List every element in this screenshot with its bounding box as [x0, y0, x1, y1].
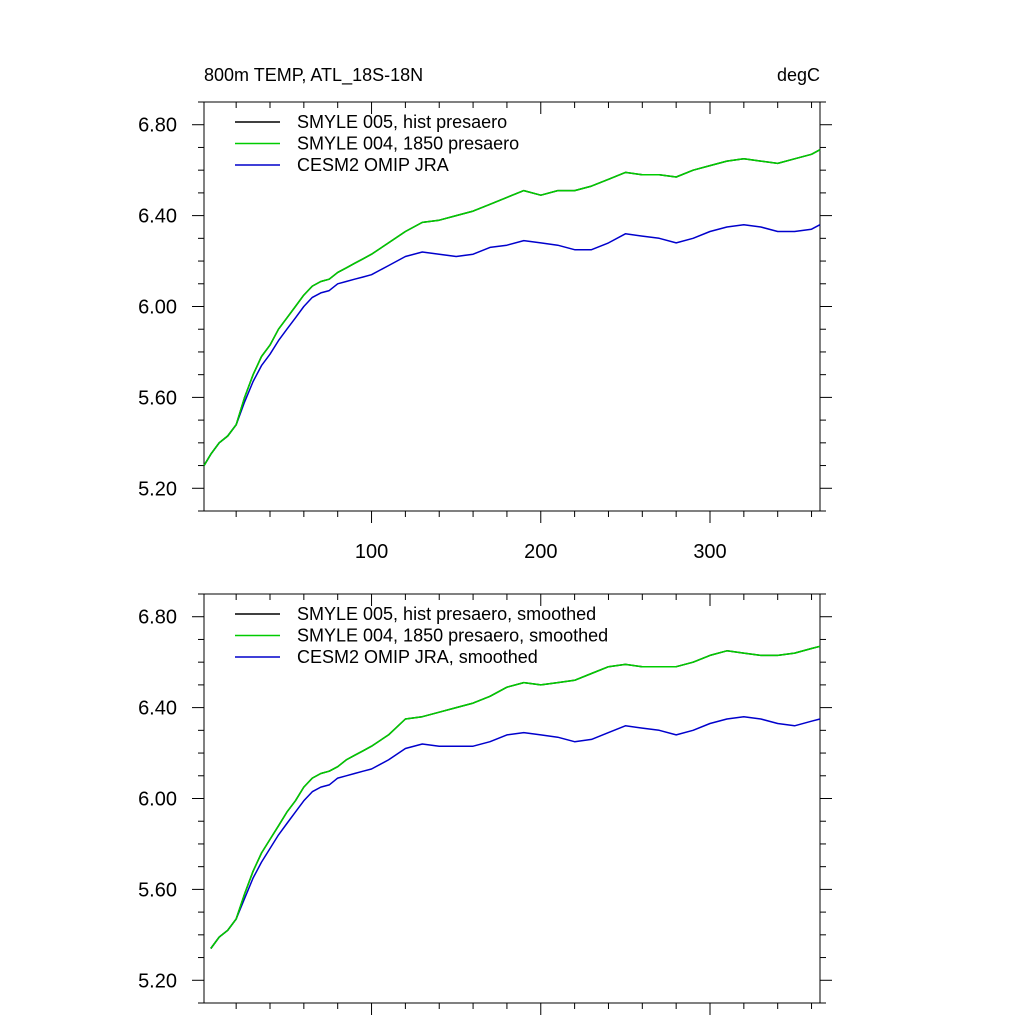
bottom-y-tick-label: 6.00: [138, 789, 177, 811]
top-panel-title-right: degC: [777, 65, 820, 85]
top-y-tick-label: 6.00: [138, 297, 177, 319]
bottom-legend-label-1: SMYLE 005, hist presaero, smoothed: [297, 604, 596, 624]
top-legend-label-3: CESM2 OMIP JRA: [297, 155, 449, 175]
bottom-legend-label-2: SMYLE 004, 1850 presaero, smoothed: [297, 626, 608, 646]
top-y-tick-label: 5.60: [138, 387, 177, 409]
bottom-y-tick-label: 6.40: [138, 698, 177, 720]
bottom-legend-label-3: CESM2 OMIP JRA, smoothed: [297, 647, 538, 667]
top-series-line-1: [203, 149, 821, 466]
top-panel-title-left: 800m TEMP, ATL_18S-18N: [204, 65, 423, 86]
top-legend-label-2: SMYLE 004, 1850 presaero: [297, 134, 519, 154]
top-panel: 800m TEMP, ATL_18S-18N degC 5.20 5.60 6.00…: [138, 65, 832, 563]
top-y-tick-label: 6.40: [138, 206, 177, 228]
bottom-y-tick-label: 6.80: [138, 607, 177, 629]
top-x-tick-label: 300: [693, 541, 726, 563]
top-legend-label-1: SMYLE 005, hist presaero: [297, 112, 507, 132]
bottom-panel: 5.20 5.60 6.00 6.40 6.80 SMYLE 005, hist pres…: [138, 593, 832, 1015]
top-x-tick-label: 200: [524, 541, 557, 563]
top-y-tick-label: 5.20: [138, 478, 177, 500]
bottom-series-line-2: [210, 645, 821, 949]
bottom-y-tick-label: 5.60: [138, 879, 177, 901]
bottom-series-line-1: [210, 645, 821, 949]
bottom-series-line-3: [210, 715, 821, 949]
top-series-line-2: [203, 149, 821, 466]
top-x-tick-label: 100: [355, 541, 388, 563]
top-series-line-3: [203, 223, 821, 466]
bottom-y-tick-label: 5.20: [138, 970, 177, 992]
top-y-tick-label: 6.80: [138, 115, 177, 137]
